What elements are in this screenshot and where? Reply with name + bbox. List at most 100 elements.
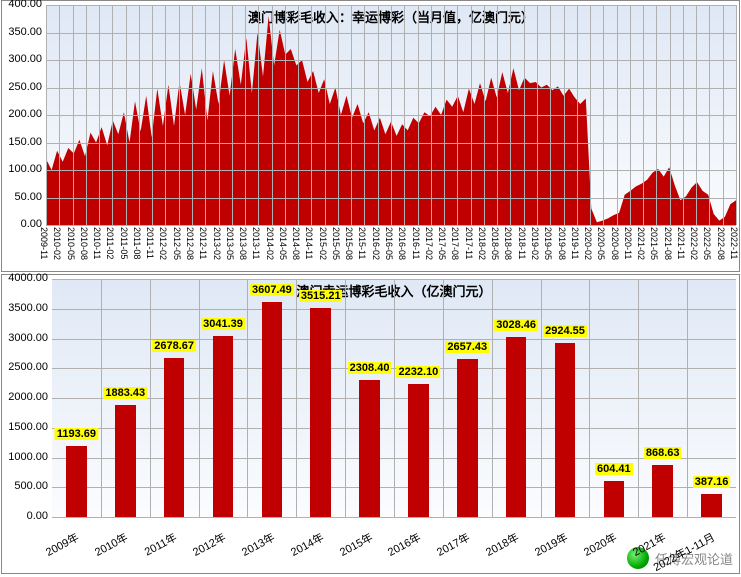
gridline-v (345, 279, 346, 517)
x-tick-label: 2011年 (142, 529, 180, 559)
x-tick-label: 2014-05 (278, 227, 288, 260)
x-tick-label: 2016年 (385, 529, 424, 560)
bar-value-label: 3028.46 (494, 319, 538, 331)
gridline-v (325, 5, 326, 225)
y-tick-label: 0.00 (2, 510, 48, 522)
gridline-v (232, 5, 233, 225)
x-tick-label: 2010-08 (79, 227, 89, 260)
x-tick-label: 2017-11 (464, 227, 474, 259)
bar (66, 446, 87, 517)
bar-value-label: 3041.39 (201, 318, 245, 330)
x-tick-label: 2019-05 (543, 227, 553, 260)
gridline-v (247, 279, 248, 517)
x-tick-label: 2017-05 (437, 227, 447, 260)
bar (457, 359, 478, 517)
gridline-v (537, 5, 538, 225)
bar (701, 494, 722, 517)
x-tick-label: 2012-08 (185, 227, 195, 260)
bar-value-label: 3515.21 (299, 290, 343, 302)
bar (164, 358, 185, 517)
x-tick-label: 2018-05 (490, 227, 500, 260)
x-tick-label: 2016-08 (397, 227, 407, 260)
gridline-v (205, 5, 206, 225)
x-tick-label: 2011-05 (119, 227, 129, 259)
x-tick-label: 2019-11 (570, 227, 580, 259)
bar-value-label: 2232.10 (397, 366, 441, 378)
gridline-v (444, 5, 445, 225)
gridline (52, 517, 736, 518)
x-tick-label: 2011-11 (145, 227, 155, 259)
x-tick-label: 2009-11 (39, 227, 49, 259)
y-tick-label: 500.00 (2, 480, 48, 492)
gridline-v (638, 279, 639, 517)
gridline-v (431, 5, 432, 225)
gridline-v (199, 279, 200, 517)
x-tick-label: 2016-05 (384, 227, 394, 260)
gridline-v (245, 5, 246, 225)
gridline-v (179, 5, 180, 225)
monthly-area-chart: 澳门博彩毛收入：幸运博彩（当月值，亿澳门元） 0.0050.00100.0015… (1, 0, 740, 272)
gridline-v (296, 279, 297, 517)
gridline-v (643, 5, 644, 225)
y-tick-label: 300.00 (2, 53, 42, 65)
x-tick-label: 2014-08 (291, 227, 301, 260)
gridline-v (418, 5, 419, 225)
x-tick-label: 2022-11 (729, 227, 739, 259)
gridline-v (272, 5, 273, 225)
gridline-v (589, 279, 590, 517)
bar-value-label: 387.16 (693, 476, 731, 488)
gridline-v (391, 5, 392, 225)
gridline-v (630, 5, 631, 225)
bar-value-label: 2924.55 (543, 325, 587, 337)
x-tick-label: 2013-11 (251, 227, 261, 259)
gridline-v (165, 5, 166, 225)
gridline-v (492, 279, 493, 517)
x-tick-label: 2015-02 (318, 227, 328, 260)
gridline-v (404, 5, 405, 225)
bar-value-label: 2308.40 (348, 362, 392, 374)
x-tick-label: 2018-02 (477, 227, 487, 260)
gridline-v (497, 5, 498, 225)
y-tick-label: 0.00 (2, 218, 42, 230)
x-tick-label: 2017年 (434, 529, 473, 560)
gridline-v (484, 5, 485, 225)
x-tick-label: 2020-11 (623, 227, 633, 259)
x-tick-label: 2014年 (287, 529, 326, 560)
x-tick-label: 2010-11 (92, 227, 102, 259)
gridline-v (564, 5, 565, 225)
y-tick-label: 200.00 (2, 108, 42, 120)
y-tick-label: 50.00 (2, 191, 42, 203)
x-tick-label: 2010-05 (66, 227, 76, 260)
bar (359, 380, 380, 517)
gridline-v (150, 279, 151, 517)
y-tick-label: 1000.00 (2, 451, 48, 463)
gridline-v (219, 5, 220, 225)
x-tick-label: 2015-05 (331, 227, 341, 260)
gridline-v (46, 5, 47, 225)
gridline-v (443, 279, 444, 517)
x-tick-label: 2013-08 (238, 227, 248, 260)
gridline-v (351, 5, 352, 225)
x-tick-label: 2021-08 (663, 227, 673, 260)
annual-bar-chart: 澳门幸运博彩毛收入（亿澳门元） 1193.691883.432678.67304… (1, 274, 740, 574)
x-tick-label: 2015年 (336, 529, 375, 560)
gridline-v (736, 5, 737, 225)
x-tick-label: 2014-02 (265, 227, 275, 260)
gridline-v (101, 279, 102, 517)
gridline-v (471, 5, 472, 225)
gridline-v (112, 5, 113, 225)
gridline-v (670, 5, 671, 225)
gridline-v (311, 5, 312, 225)
gridline-v (59, 5, 60, 225)
y-tick-label: 1500.00 (2, 421, 48, 433)
y-tick-label: 3000.00 (2, 332, 48, 344)
x-tick-label: 2019年 (532, 529, 571, 560)
gridline-v (687, 279, 688, 517)
gridline-v (709, 5, 710, 225)
bar (310, 308, 331, 517)
gridline-v (338, 5, 339, 225)
gridline-v (723, 5, 724, 225)
bar (652, 465, 673, 517)
x-tick-label: 2011-02 (105, 227, 115, 259)
gridline-v (73, 5, 74, 225)
